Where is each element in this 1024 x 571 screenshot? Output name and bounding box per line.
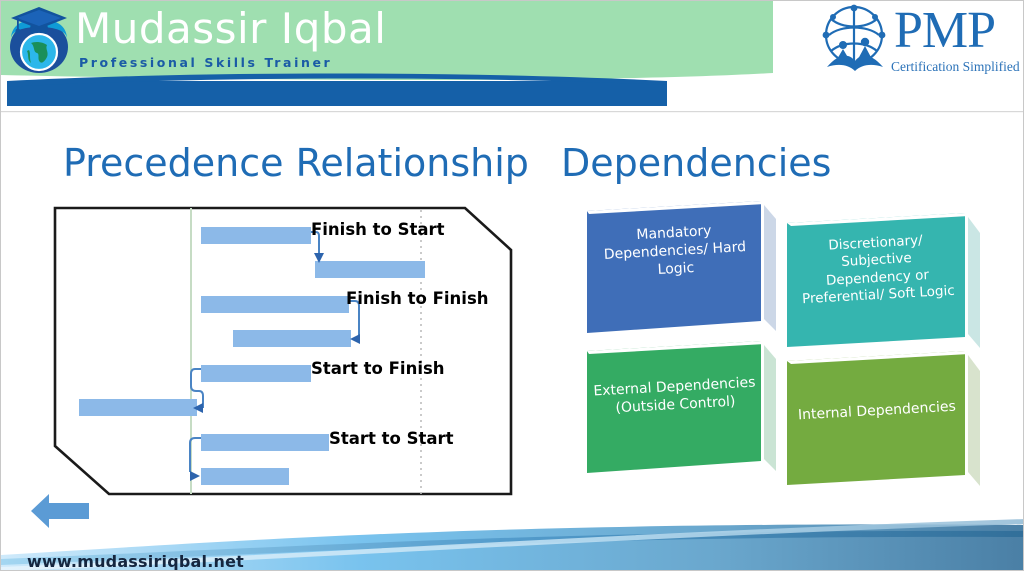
dependency-box-mandatory-shape [587, 199, 781, 337]
bar-ss-successor [201, 468, 289, 485]
graduation-cap-globe-icon [10, 7, 68, 73]
slide-footer [1, 497, 1023, 570]
relationship-label-start-to-start: Start to Start [329, 429, 454, 448]
dependency-box-mandatory[interactable]: Mandatory Dependencies/ Hard Logic [575, 195, 793, 360]
brand-name: Mudassir Iqbal [75, 4, 387, 53]
bar-fs-predecessor [201, 227, 311, 244]
pmp-subtitle: Certification Simplified [891, 59, 1020, 74]
bar-ff-successor [233, 330, 351, 347]
bar-fs-successor [315, 261, 425, 278]
dependency-box-discretionary[interactable]: Discretionary/ Subjective Dependency or … [777, 203, 995, 373]
slide-header: Mudassir Iqbal Professional Skills Train… [1, 1, 1023, 113]
relationship-label-finish-to-start: Finish to Start [311, 220, 445, 239]
dependency-box-internal-shape [787, 349, 985, 491]
brand-tagline: Professional Skills Trainer [79, 55, 333, 70]
bar-sf-successor [79, 399, 197, 416]
dependency-box-internal[interactable]: Internal Dependencies [777, 343, 995, 508]
bar-ss-predecessor [201, 434, 329, 451]
bar-ff-predecessor [201, 296, 349, 313]
precedence-diagram: Finish to Start Finish to Finish Start t… [53, 206, 515, 496]
relationship-label-start-to-finish: Start to Finish [311, 359, 445, 378]
dependency-box-external[interactable]: External Dependencies (Outside Control) [575, 335, 793, 500]
page-title-dependencies: Dependencies [561, 141, 832, 185]
header-banner-shape [1, 1, 1023, 113]
pmp-wordmark: PMP [894, 2, 996, 59]
precedence-diagram-graphic [53, 206, 513, 496]
bar-sf-predecessor [201, 365, 311, 382]
page-title-precedence: Precedence Relationship [63, 141, 529, 185]
relationship-label-finish-to-finish: Finish to Finish [346, 289, 489, 308]
left-arrow-icon[interactable] [29, 491, 91, 531]
dependency-box-external-shape [587, 339, 781, 477]
pmp-network-book-icon [822, 4, 886, 71]
dependency-boxes: Mandatory Dependencies/ Hard Logic Discr… [561, 191, 1011, 501]
footer-wave-graphic [1, 515, 1023, 570]
footer-website-url[interactable]: www.mudassiriqbal.net [27, 552, 244, 571]
dependency-box-discretionary-shape [787, 211, 985, 353]
